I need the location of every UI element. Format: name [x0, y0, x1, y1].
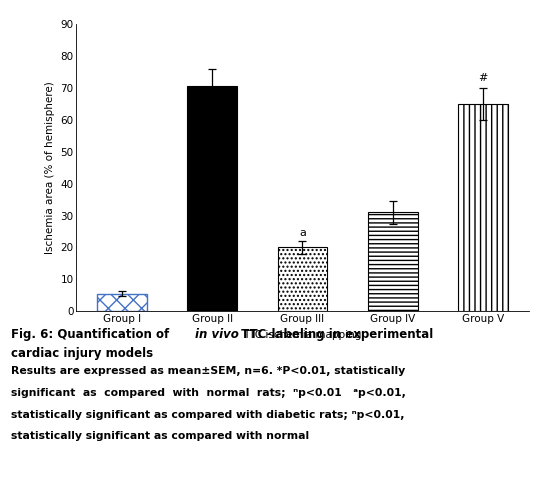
Text: Fig. 6: Quantification of: Fig. 6: Quantification of — [11, 328, 173, 341]
Text: statistically significant as compared with normal: statistically significant as compared wi… — [11, 431, 309, 441]
X-axis label: TTC ischemia mapping: TTC ischemia mapping — [243, 330, 362, 340]
Text: a: a — [299, 228, 306, 238]
Bar — [187, 86, 237, 311]
Bar — [277, 248, 328, 311]
Bar — [458, 104, 508, 311]
Text: significant  as  compared  with  normal  rats;  ⁿp<0.01   ᵃp<0.01,: significant as compared with normal rats… — [11, 388, 406, 398]
Text: TTC-labeling in experimental: TTC-labeling in experimental — [237, 328, 433, 341]
Bar — [97, 294, 147, 311]
Text: cardiac injury models: cardiac injury models — [11, 347, 153, 360]
Y-axis label: Ischemia area (% of hemisphere): Ischemia area (% of hemisphere) — [45, 81, 55, 254]
Text: #: # — [479, 73, 488, 83]
Text: in vivo: in vivo — [195, 328, 239, 341]
Bar — [368, 212, 417, 311]
Text: statistically significant as compared with diabetic rats; ⁿp<0.01,: statistically significant as compared wi… — [11, 410, 404, 420]
Text: Results are expressed as mean±SEM, n=6. *P<0.01, statistically: Results are expressed as mean±SEM, n=6. … — [11, 366, 405, 376]
